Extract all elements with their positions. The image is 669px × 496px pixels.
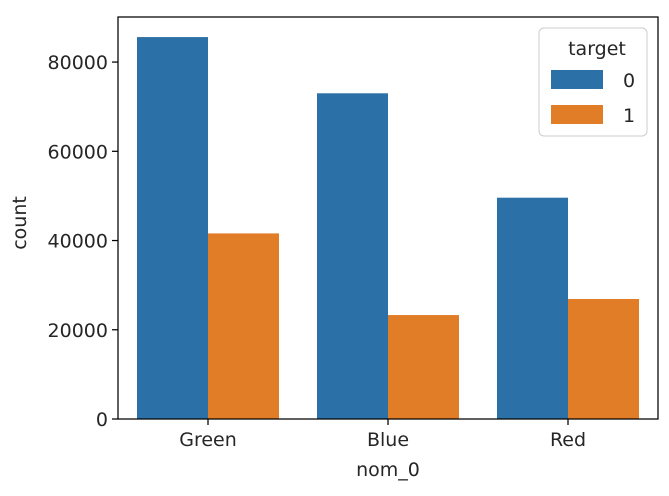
bar-blue-target-1 [388,315,459,419]
legend-label-0: 0 [623,70,635,92]
y-tick-label: 60000 [48,141,108,163]
legend-label-1: 1 [623,105,635,127]
y-tick-label: 20000 [48,320,108,342]
bar-blue-target-0 [317,93,388,419]
y-axis: 0 20000 40000 60000 80000 [48,52,118,431]
bar-green-target-1 [208,233,279,419]
bar-green-target-0 [137,37,208,419]
legend-swatch-1 [551,105,603,124]
bars-layer [137,37,639,419]
y-tick-label: 80000 [48,52,108,74]
x-axis-label: nom_0 [356,459,420,481]
legend-title: target [568,38,626,60]
x-axis: Green Blue Red [179,419,586,451]
x-tick-label: Blue [367,429,409,451]
y-axis-label: count [9,196,31,250]
x-tick-label: Red [550,429,586,451]
legend-swatch-0 [551,70,603,89]
bar-red-target-1 [568,298,639,419]
y-tick-label: 40000 [48,231,108,253]
legend: target 0 1 [538,27,648,137]
y-tick-label: 0 [96,409,108,431]
bar-red-target-0 [497,197,568,419]
x-tick-label: Green [179,429,237,451]
plot-frame [117,16,659,420]
